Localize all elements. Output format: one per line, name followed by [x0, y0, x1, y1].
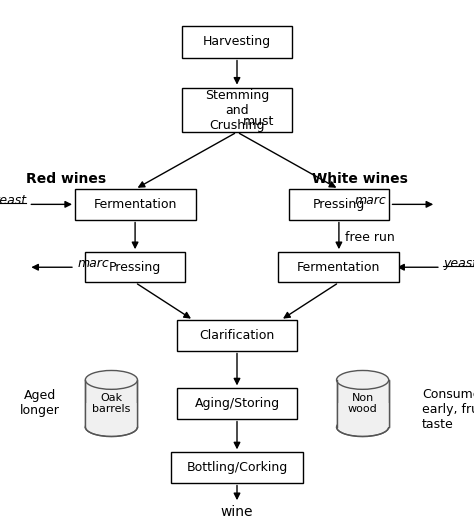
Text: Consumed
early, fruiter
taste: Consumed early, fruiter taste — [422, 388, 474, 431]
FancyBboxPatch shape — [176, 388, 298, 419]
FancyBboxPatch shape — [176, 320, 298, 351]
Text: Clarification: Clarification — [200, 329, 274, 342]
Text: marc: marc — [77, 257, 109, 269]
Bar — [337, 380, 389, 427]
FancyBboxPatch shape — [182, 88, 292, 132]
Text: Non
wood: Non wood — [348, 392, 377, 414]
Text: Bottling/Corking: Bottling/Corking — [186, 461, 288, 474]
Text: must: must — [243, 115, 274, 128]
Ellipse shape — [85, 418, 137, 436]
FancyBboxPatch shape — [278, 252, 399, 282]
Bar — [337, 403, 389, 427]
Text: Pressing: Pressing — [313, 198, 365, 211]
Text: Pressing: Pressing — [109, 261, 161, 274]
Bar — [85, 380, 137, 427]
Text: Harvesting: Harvesting — [203, 36, 271, 48]
FancyBboxPatch shape — [74, 189, 195, 220]
Bar — [85, 403, 137, 427]
Text: Aging/Storing: Aging/Storing — [194, 397, 280, 410]
FancyBboxPatch shape — [171, 452, 303, 483]
Text: free run: free run — [345, 231, 395, 244]
Text: wine: wine — [221, 506, 253, 519]
Text: White wines: White wines — [312, 172, 408, 186]
Text: Oak
barrels: Oak barrels — [92, 392, 130, 414]
Ellipse shape — [337, 418, 389, 436]
FancyBboxPatch shape — [85, 252, 185, 282]
Text: yeast: yeast — [443, 257, 474, 269]
Text: Red wines: Red wines — [26, 172, 107, 186]
Ellipse shape — [85, 370, 137, 389]
Text: yeast: yeast — [0, 194, 26, 206]
Text: marc: marc — [355, 194, 386, 206]
Text: Fermentation: Fermentation — [93, 198, 177, 211]
Text: Fermentation: Fermentation — [297, 261, 381, 274]
Text: Stemming
and
Crushing: Stemming and Crushing — [205, 89, 269, 132]
Text: Aged
longer: Aged longer — [20, 389, 60, 418]
FancyBboxPatch shape — [289, 189, 389, 220]
Ellipse shape — [337, 370, 389, 389]
FancyBboxPatch shape — [182, 26, 292, 58]
